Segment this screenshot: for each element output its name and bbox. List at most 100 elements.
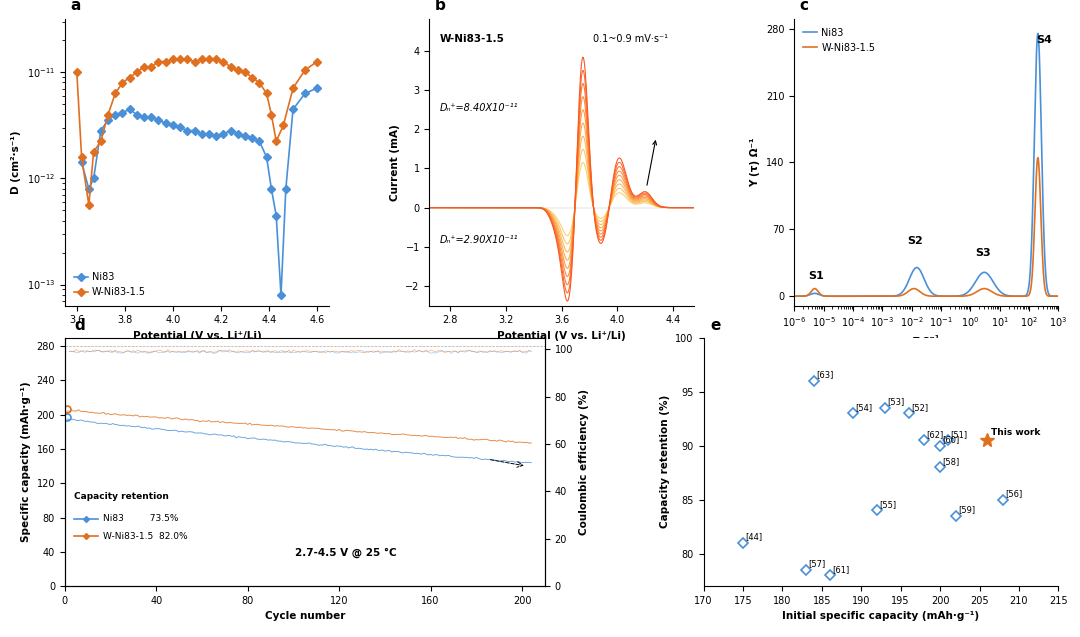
Ni83	[180, 127, 193, 134]
X-axis label: Potential (V vs. Li⁺/Li): Potential (V vs. Li⁺/Li)	[133, 331, 261, 341]
Text: Ni83         73.5%: Ni83 73.5%	[104, 515, 178, 524]
Ni83	[166, 122, 179, 129]
Y-axis label: Coulombic efficiency (%): Coulombic efficiency (%)	[579, 389, 589, 535]
W-Ni83-1.5	[152, 58, 165, 66]
Ni83	[87, 175, 100, 182]
Y-axis label: Capacity retention (%): Capacity retention (%)	[660, 395, 670, 529]
Ni83	[1044, 292, 1057, 300]
Text: [52]: [52]	[910, 403, 928, 412]
Ni83	[260, 154, 273, 161]
Ni83	[274, 291, 287, 299]
W-Ni83-1.5	[311, 58, 324, 66]
Ni83	[217, 130, 230, 138]
W-Ni83-1.5	[286, 84, 299, 92]
W-Ni83-1.5	[202, 55, 215, 63]
Line: Ni83: Ni83	[794, 34, 1058, 296]
Text: [58]: [58]	[943, 457, 960, 466]
Text: [53]: [53]	[888, 397, 905, 406]
W-Ni83-1.5	[210, 55, 222, 63]
W-Ni83-1.5	[846, 292, 859, 300]
Ni83	[916, 272, 929, 280]
X-axis label: Cycle number: Cycle number	[265, 612, 345, 621]
W-Ni83-1.5	[246, 74, 259, 82]
W-Ni83-1.5	[180, 55, 193, 63]
W-Ni83-1.5	[188, 58, 201, 66]
Text: S2: S2	[907, 236, 922, 246]
W-Ni83-1.5	[87, 148, 100, 155]
Text: W-Ni83-1.5  82.0%: W-Ni83-1.5 82.0%	[104, 532, 188, 541]
W-Ni83-1.5	[909, 285, 922, 293]
Ni83	[224, 127, 237, 134]
Text: [56]: [56]	[1005, 489, 1023, 498]
W-Ni83-1.5	[137, 63, 150, 71]
Ni83	[1044, 292, 1057, 300]
W-Ni83-1.5	[76, 154, 89, 161]
W-Ni83-1.5	[239, 68, 252, 76]
Text: [54]: [54]	[855, 403, 873, 412]
Line: W-Ni83-1.5: W-Ni83-1.5	[794, 158, 1058, 296]
Ni83	[159, 119, 172, 127]
Ni83	[265, 185, 278, 193]
Text: [59]: [59]	[958, 506, 975, 515]
W-Ni83-1.5	[94, 138, 107, 145]
Ni83	[109, 111, 122, 118]
Y-axis label: Current (mA): Current (mA)	[390, 124, 400, 201]
Ni83	[131, 111, 144, 118]
Ni83	[787, 292, 800, 300]
W-Ni83-1.5	[270, 138, 283, 145]
W-Ni83-1.5	[916, 290, 929, 297]
Ni83	[210, 132, 222, 140]
W-Ni83-1.5	[159, 58, 172, 66]
Ni83	[188, 127, 201, 134]
Text: This work: This work	[991, 428, 1041, 437]
Ni83	[1031, 30, 1044, 38]
W-Ni83-1.5	[224, 63, 237, 71]
W-Ni83-1.5	[195, 55, 208, 63]
Text: [62]: [62]	[927, 430, 944, 439]
Text: e: e	[711, 318, 721, 333]
W-Ni83-1.5	[145, 63, 158, 71]
W-Ni83-1.5	[131, 68, 144, 76]
W-Ni83-1.5	[276, 122, 289, 129]
W-Ni83-1.5	[231, 66, 244, 74]
Text: [44]: [44]	[745, 533, 762, 541]
Y-axis label: Y (τ) Ω⁻¹: Y (τ) Ω⁻¹	[751, 138, 760, 187]
W-Ni83-1.5	[102, 111, 114, 118]
Text: W-Ni83-1.5: W-Ni83-1.5	[440, 34, 505, 44]
Ni83	[846, 292, 859, 300]
Ni83	[1052, 292, 1065, 300]
X-axis label: τ s⁻¹: τ s⁻¹	[913, 335, 940, 345]
W-Ni83-1.5	[787, 292, 800, 300]
Ni83	[152, 116, 165, 124]
W-Ni83-1.5	[123, 74, 136, 82]
W-Ni83-1.5	[265, 111, 278, 118]
Ni83	[253, 138, 266, 145]
Ni83	[298, 90, 311, 97]
Ni83	[996, 289, 1009, 297]
W-Ni83-1.5	[217, 58, 230, 66]
Ni83	[102, 116, 114, 124]
Text: Dₙ⁺=8.40X10⁻¹¹: Dₙ⁺=8.40X10⁻¹¹	[440, 103, 518, 113]
Text: b: b	[435, 0, 446, 13]
W-Ni83-1.5	[166, 55, 179, 63]
W-Ni83-1.5	[260, 90, 273, 97]
Ni83	[280, 185, 293, 193]
Ni83	[94, 127, 107, 134]
W-Ni83-1.5	[1052, 292, 1065, 300]
Text: 2.7-4.5 V @ 25 °C: 2.7-4.5 V @ 25 °C	[295, 548, 396, 559]
X-axis label: Initial specific capacity (mAh·g⁻¹): Initial specific capacity (mAh·g⁻¹)	[782, 612, 980, 621]
W-Ni83-1.5	[996, 292, 1009, 299]
Ni83	[311, 84, 324, 92]
W-Ni83-1.5	[298, 66, 311, 74]
Y-axis label: Specific capacity (mAh·g⁻¹): Specific capacity (mAh·g⁻¹)	[21, 382, 31, 542]
Text: [61]: [61]	[832, 565, 849, 574]
Ni83	[195, 130, 208, 138]
Text: S1: S1	[808, 271, 824, 281]
Text: 0.1~0.9 mV·s⁻¹: 0.1~0.9 mV·s⁻¹	[593, 34, 669, 44]
Ni83	[82, 185, 95, 193]
Text: [60]: [60]	[943, 435, 960, 445]
X-axis label: Potential (V vs. Li⁺/Li): Potential (V vs. Li⁺/Li)	[497, 331, 626, 341]
Text: [63]: [63]	[816, 371, 834, 380]
Ni83	[123, 106, 136, 113]
Line: Ni83: Ni83	[79, 85, 320, 298]
